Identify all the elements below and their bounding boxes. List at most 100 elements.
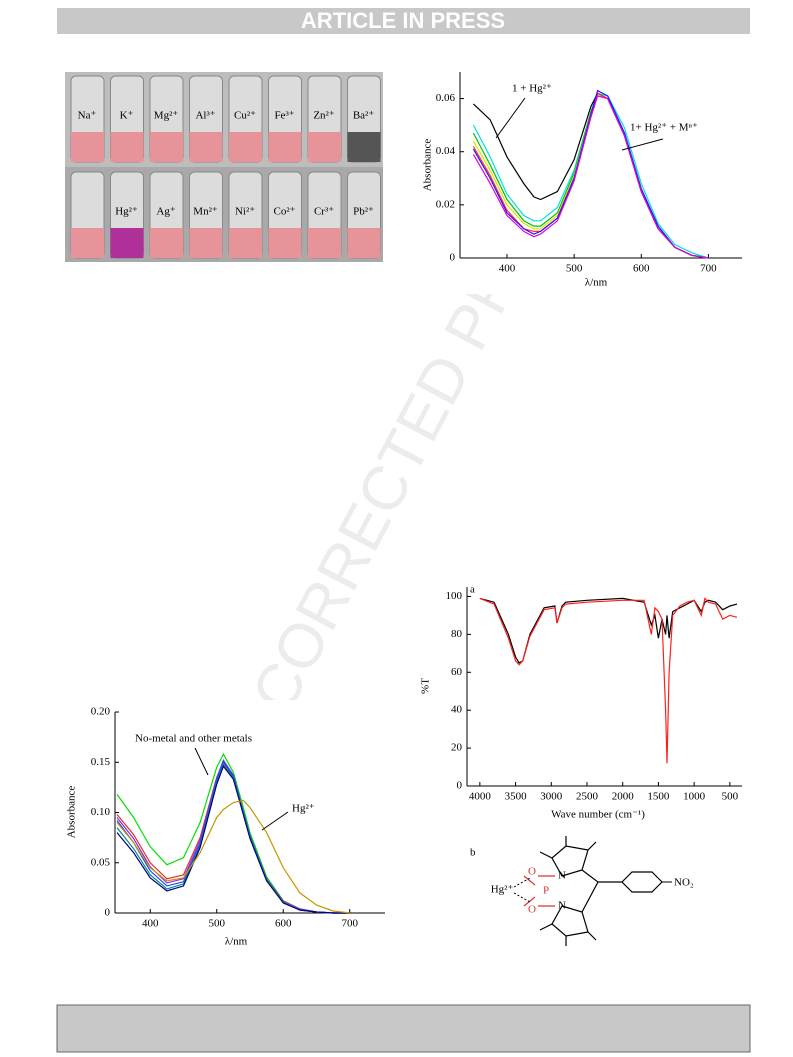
y-tick-label: 0.05 xyxy=(91,856,111,868)
vial-label: Cr³⁺ xyxy=(314,206,334,218)
arrow xyxy=(194,747,209,776)
vial-liquid xyxy=(150,228,183,258)
y-tick-label: 0.15 xyxy=(91,756,111,768)
vial-liquid xyxy=(229,132,262,162)
vial-liquid xyxy=(268,228,302,258)
y-tick-label: 0 xyxy=(105,907,111,919)
y-tick-label: 40 xyxy=(451,704,463,716)
x-tick-label: 1500 xyxy=(647,791,670,803)
atom: NO₂ xyxy=(674,877,694,889)
arrow xyxy=(261,811,289,831)
dashed-bond xyxy=(513,877,531,903)
y-axis-label: %T xyxy=(420,678,432,694)
bonds xyxy=(523,875,555,907)
vial-liquid xyxy=(229,228,262,258)
annotation: Hg²⁺ xyxy=(292,803,315,815)
header-bar xyxy=(57,8,750,34)
panel-label: b xyxy=(470,847,476,859)
vial-liquid xyxy=(110,132,144,162)
vial-liquid xyxy=(110,228,144,258)
y-tick-label: 0.20 xyxy=(91,706,111,718)
annotation: 1 + Hg²⁺ xyxy=(512,83,552,95)
header-banner: ARTICLE IN PRESS xyxy=(301,8,505,33)
x-tick-label: 700 xyxy=(342,918,359,930)
vial-liquid xyxy=(71,132,104,162)
y-tick-label: 20 xyxy=(451,742,463,754)
structure: b Hg²⁺ O P O N N NO₂ xyxy=(470,836,694,946)
atom: N xyxy=(558,900,566,912)
series-line xyxy=(472,95,709,259)
atom: Hg²⁺ xyxy=(491,884,514,896)
atom: O xyxy=(528,866,536,878)
vial-label: Hg²⁺ xyxy=(115,206,138,218)
vial-label: Cu²⁺ xyxy=(234,110,256,122)
y-tick-label: 100 xyxy=(446,590,463,602)
vial-liquid xyxy=(71,228,104,258)
arrow xyxy=(495,97,526,139)
x-tick-label: 3500 xyxy=(505,791,528,803)
series-line xyxy=(472,89,709,259)
figure-bg xyxy=(40,700,395,958)
series-line xyxy=(479,597,738,764)
vial-liquid xyxy=(308,132,341,162)
panel-label: a xyxy=(470,584,475,596)
arrow xyxy=(621,138,664,151)
x-tick-label: 600 xyxy=(275,918,292,930)
vial-liquid xyxy=(347,228,381,258)
y-axis-label: Absorbance xyxy=(422,139,434,192)
x-axis-label: λ/nm xyxy=(585,277,608,289)
vial-liquid xyxy=(189,228,223,258)
atom: O xyxy=(528,904,536,916)
vial-label: Co²⁺ xyxy=(274,206,296,218)
annotation: No-metal and other metals xyxy=(135,733,252,745)
x-tick-label: 500 xyxy=(208,918,225,930)
chart-uv-top: 0 0.02 0.04 0.06 400 500 600 700 λ/nm Absorbance xyxy=(422,72,742,289)
vial-label: Mg²⁺ xyxy=(154,110,179,122)
x-tick-label: 700 xyxy=(700,263,717,275)
x-tick-label: 500 xyxy=(566,263,583,275)
atom: N xyxy=(558,870,566,882)
x-tick-label: 4000 xyxy=(469,791,492,803)
y-tick-label: 0.10 xyxy=(91,806,111,818)
vial-label: Na⁺ xyxy=(78,110,97,122)
vial-label: Zn²⁺ xyxy=(313,110,335,122)
series-line xyxy=(116,765,350,914)
chart-ir: 0 20 40 60 80 100 4000 3500 3000 2500 2000 1500 1000… xyxy=(420,587,742,821)
y-tick-label: 0.06 xyxy=(436,92,456,104)
y-tick-label: 0.04 xyxy=(436,145,456,157)
y-tick-label: 0 xyxy=(457,780,463,792)
x-tick-label: 1000 xyxy=(683,791,706,803)
vial-liquid xyxy=(347,132,381,162)
vial-label: Pb²⁺ xyxy=(353,206,374,218)
vial-label: Ba²⁺ xyxy=(353,110,375,122)
atom: P xyxy=(543,885,549,897)
x-axis-label: λ/nm xyxy=(225,936,248,948)
vial-label: Al³⁺ xyxy=(195,110,215,122)
vial-label: K⁺ xyxy=(120,110,134,122)
y-tick-label: 80 xyxy=(451,628,463,640)
vial-liquid xyxy=(150,132,183,162)
x-tick-label: 400 xyxy=(499,263,516,275)
y-tick-label: 0 xyxy=(450,252,456,264)
chart-uv-bottom: 0 0.05 0.10 0.15 0.20 400 500 600 700 λ/nm Absorba… xyxy=(66,706,385,948)
x-axis-label: Wave number (cm⁻¹) xyxy=(551,809,645,821)
x-tick-label: 600 xyxy=(633,263,650,275)
y-axis-label: Absorbance xyxy=(66,786,78,839)
x-tick-label: 500 xyxy=(722,791,739,803)
vial-label: Ni²⁺ xyxy=(235,206,255,218)
x-tick-label: 2000 xyxy=(612,791,635,803)
vial-label: Ag⁺ xyxy=(156,206,175,218)
vial-label: Fe³⁺ xyxy=(274,110,294,122)
vial-liquid xyxy=(189,132,223,162)
annotation: 1+ Hg²⁺ + Mⁿ⁺ xyxy=(630,122,698,134)
footer-box xyxy=(56,1004,751,1053)
y-tick-label: 60 xyxy=(451,666,463,678)
x-tick-label: 2500 xyxy=(576,791,599,803)
vial-liquid xyxy=(268,132,302,162)
vial-label: Mn²⁺ xyxy=(193,206,218,218)
vial-liquid xyxy=(308,228,341,258)
y-tick-label: 0.02 xyxy=(436,198,455,210)
vial-photo: Na⁺ K⁺ Mg²⁺ Al³⁺ Cu²⁺ Fe³⁺ Zn²⁺ Ba²⁺ Hg²⁺ Ag⁺ Mn²⁺… xyxy=(65,72,383,262)
